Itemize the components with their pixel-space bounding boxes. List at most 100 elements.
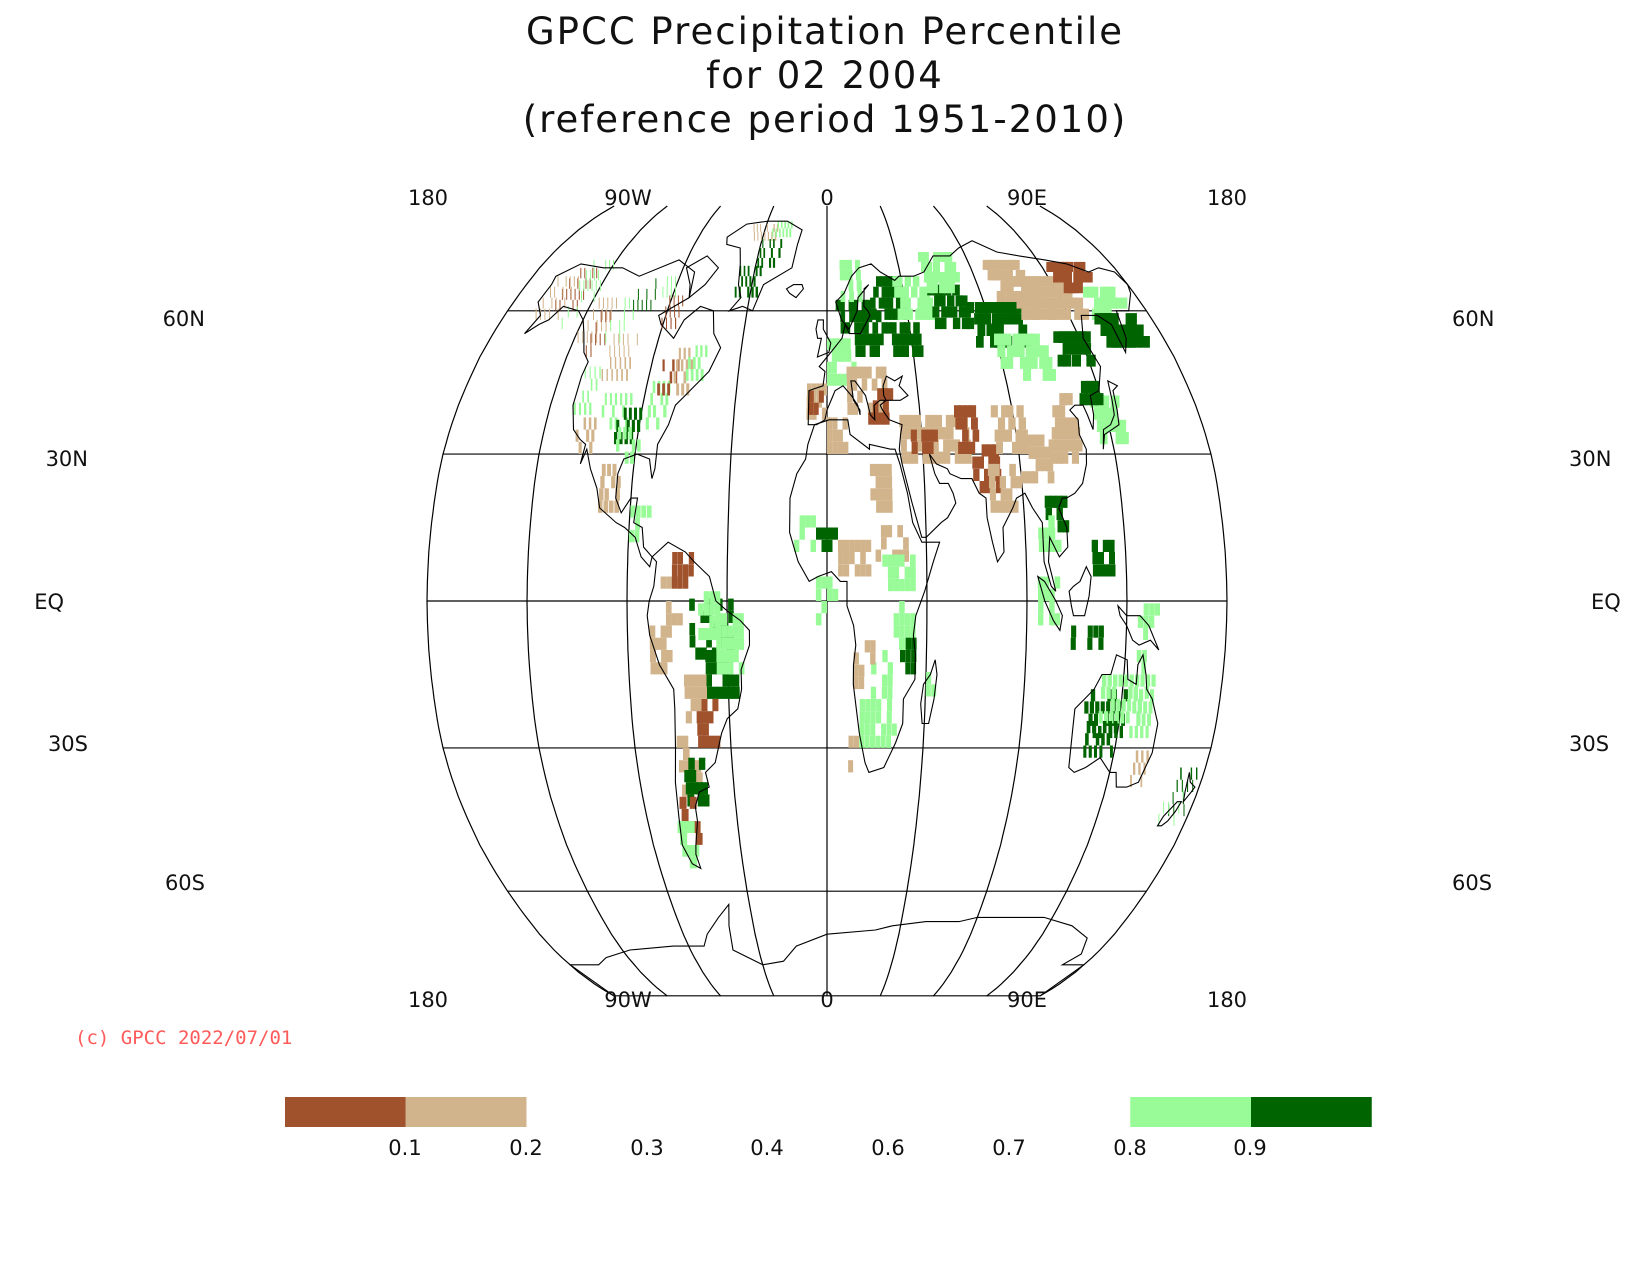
- percentile-cell: [687, 821, 695, 833]
- percentile-cell: [892, 276, 899, 287]
- percentile-cell: [696, 711, 703, 724]
- percentile-cell: [722, 674, 729, 687]
- percentile-cell: [1067, 427, 1075, 440]
- percentile-cell: [1025, 345, 1035, 357]
- percentile-cell: [839, 269, 845, 281]
- percentile-cell: [609, 259, 611, 270]
- percentile-cell: [1026, 471, 1033, 484]
- percentile-cells-44: [870, 276, 909, 320]
- percentile-cell: [1038, 539, 1045, 552]
- percentile-cell: [623, 319, 625, 332]
- percentile-cell: [1016, 345, 1025, 357]
- percentile-cell: [587, 390, 589, 403]
- percentile-cell: [1046, 459, 1054, 472]
- percentile-cell: [990, 259, 1000, 270]
- percentile-cell: [1132, 701, 1137, 714]
- percentile-cell: [842, 417, 848, 430]
- percentile-cell: [838, 564, 844, 577]
- percentile-cell: [614, 393, 618, 406]
- percentile-cell: [702, 711, 709, 724]
- percentile-cell: [1141, 662, 1146, 675]
- lat-label-60s-left: 60S: [165, 871, 205, 895]
- percentile-cell: [1001, 500, 1008, 513]
- percentile-cell: [1003, 333, 1012, 346]
- percentile-cells-77: [816, 527, 838, 552]
- percentile-cells-68: [1052, 393, 1079, 430]
- percentile-cell: [901, 333, 908, 346]
- percentile-cell: [848, 735, 854, 748]
- percentile-cell: [961, 317, 970, 330]
- percentile-cell: [722, 662, 728, 675]
- percentile-cells-7: [662, 276, 677, 298]
- percentile-cell: [859, 333, 865, 346]
- percentile-cell: [886, 525, 893, 538]
- percentile-cell: [910, 554, 916, 567]
- percentile-cell: [1190, 767, 1193, 780]
- percentile-cell: [622, 333, 624, 346]
- percentile-cell: [672, 552, 678, 565]
- percentile-cell: [1018, 417, 1026, 430]
- percentile-cell: [595, 322, 597, 334]
- percentile-cell: [1080, 380, 1090, 393]
- percentile-cell: [846, 350, 852, 362]
- percentile-cell: [621, 369, 623, 381]
- percentile-cell: [761, 257, 764, 268]
- percentile-cell: [971, 417, 978, 430]
- percentile-cell: [696, 699, 702, 712]
- percentile-cell: [923, 272, 931, 283]
- percentile-cell: [616, 369, 618, 381]
- percentile-cell: [650, 662, 657, 675]
- percentile-cells-14: [673, 347, 694, 396]
- percentile-cell: [612, 463, 617, 477]
- percentile-cell: [635, 505, 641, 518]
- percentile-cell: [821, 601, 827, 614]
- percentile-cell: [884, 276, 890, 287]
- percentile-cell: [1038, 527, 1045, 540]
- percentile-cell: [680, 359, 684, 372]
- percentile-cells-80: [882, 554, 916, 592]
- percentile-cell: [1094, 745, 1097, 758]
- percentile-cell: [1099, 407, 1108, 420]
- percentile-cell: [905, 662, 911, 675]
- percentile-cells-23: [757, 239, 783, 268]
- percentile-cell: [683, 564, 689, 577]
- percentile-cell: [615, 488, 620, 501]
- coastline-north-america: [524, 259, 722, 568]
- percentile-cell: [562, 286, 564, 298]
- percentile-cell: [915, 308, 922, 320]
- percentile-cell: [670, 286, 672, 298]
- percentile-cell: [1087, 625, 1093, 638]
- percentile-cell: [1054, 613, 1060, 626]
- percentile-cell: [943, 282, 951, 294]
- percentile-cell: [876, 500, 882, 513]
- percentile-cell: [785, 228, 788, 238]
- percentile-cell: [689, 623, 696, 636]
- percentile-cell: [634, 407, 637, 420]
- percentile-cell: [685, 369, 689, 381]
- percentile-cells-73: [1091, 539, 1116, 577]
- percentile-cell: [666, 317, 667, 330]
- percentile-cell: [1078, 308, 1090, 320]
- percentile-cell: [1050, 261, 1062, 272]
- percentile-cell: [590, 345, 592, 357]
- percentile-cell: [881, 378, 888, 391]
- percentile-cell: [700, 647, 707, 660]
- percentile-cell: [906, 308, 913, 320]
- percentile-cell: [680, 833, 688, 845]
- percentile-cell: [787, 221, 790, 229]
- lat-label-30s-right: 30S: [1569, 732, 1609, 756]
- percentile-cell: [732, 625, 739, 638]
- percentile-cell: [1129, 725, 1133, 739]
- percentile-cell: [677, 552, 683, 565]
- percentile-cells-99: [1130, 750, 1149, 788]
- percentile-cell: [910, 566, 916, 579]
- percentile-cell: [766, 224, 768, 232]
- percentile-cell: [1000, 488, 1007, 501]
- percentile-cell: [812, 383, 817, 396]
- percentile-cell: [1125, 313, 1137, 325]
- percentile-cell: [947, 282, 955, 294]
- percentile-cell: [592, 267, 594, 279]
- percentile-cell: [1180, 767, 1182, 780]
- percentile-cell: [701, 699, 708, 712]
- percentile-cell: [843, 552, 850, 565]
